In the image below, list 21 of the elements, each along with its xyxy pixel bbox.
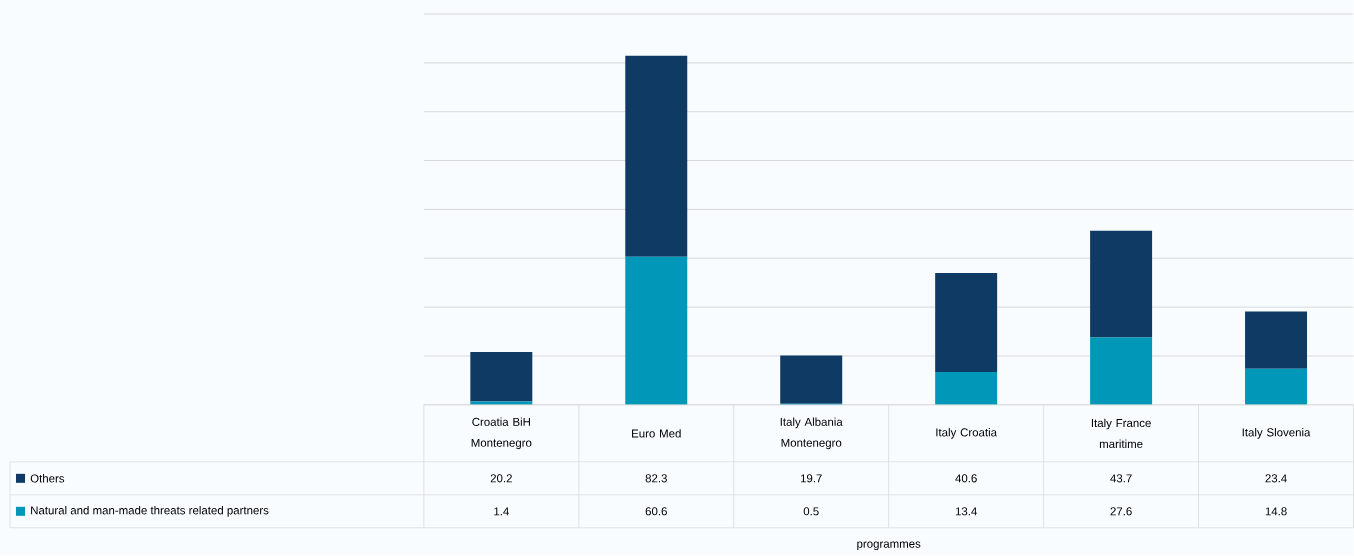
data-label: 43.7 — [1110, 474, 1132, 483]
x-tick-label: Italy France maritime — [1091, 418, 1151, 449]
data-label: 27.6 — [1110, 507, 1132, 516]
data-label: 0.5 — [803, 507, 819, 516]
data-label: 23.4 — [1265, 474, 1287, 483]
legend-label: Others — [30, 474, 65, 483]
data-label: 13.4 — [955, 507, 977, 516]
data-label: 14.8 — [1265, 507, 1287, 516]
text: programmes — [857, 541, 921, 551]
x-tick-label: Italy Slovenia — [1242, 428, 1311, 439]
data-label: 20.2 — [490, 474, 512, 483]
x-tick-label: Euro Med — [632, 429, 681, 438]
legend-label: Natural and man-made threats related partners — [31, 506, 269, 517]
data-label: 1.4 — [494, 507, 509, 516]
x-tick-label: Italy Croatia — [936, 428, 998, 439]
data-label: 19.7 — [800, 474, 822, 483]
x-tick-label: Croatia BiH Montenegro — [471, 417, 532, 450]
data-label: 60.6 — [645, 507, 667, 516]
data-label: 40.6 — [955, 474, 977, 483]
x-tick-label: Italy Albania Montenegro — [780, 417, 843, 450]
data-label: 82.3 — [645, 474, 667, 483]
